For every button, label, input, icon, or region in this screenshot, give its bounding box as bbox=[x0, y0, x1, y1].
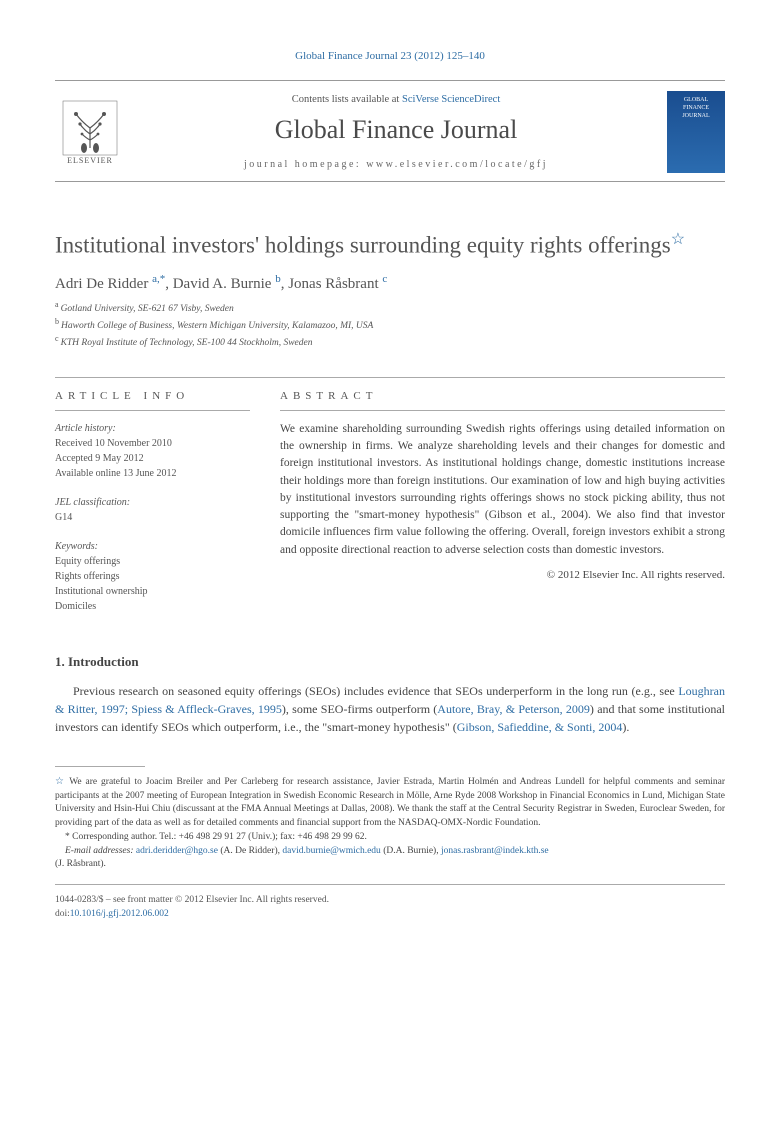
citation-link-3[interactable]: Gibson, Safieddine, & Sonti, 2004 bbox=[457, 720, 623, 734]
doi-link[interactable]: 10.1016/j.gfj.2012.06.002 bbox=[70, 909, 169, 919]
publisher-name: ELSEVIER bbox=[67, 156, 113, 165]
received-date: Received 10 November 2010 bbox=[55, 436, 250, 451]
affiliation-a: aGotland University, SE-621 67 Visby, Sw… bbox=[55, 299, 725, 316]
article-title: Institutional investors' holdings surrou… bbox=[55, 230, 725, 261]
homepage-prefix: journal homepage: bbox=[244, 159, 366, 170]
footnote-separator bbox=[55, 766, 145, 767]
jel-block: JEL classification: G14 bbox=[55, 495, 250, 525]
contents-prefix: Contents lists available at bbox=[292, 94, 402, 105]
keyword-3: Institutional ownership bbox=[55, 584, 250, 599]
article-info-head: ARTICLE INFO bbox=[55, 378, 250, 411]
header-citation: Global Finance Journal 23 (2012) 125–140 bbox=[55, 50, 725, 62]
email-tail: (J. Råsbrant). bbox=[55, 858, 725, 872]
intro-heading: 1. Introduction bbox=[55, 654, 725, 670]
keywords-block: Keywords: Equity offerings Rights offeri… bbox=[55, 539, 250, 614]
article-history-block: Article history: Received 10 November 20… bbox=[55, 421, 250, 481]
aff-sup-a: a bbox=[55, 300, 59, 309]
acknowledgment-footnote: ☆ We are grateful to Joacim Breiler and … bbox=[55, 775, 725, 831]
doi-label: doi: bbox=[55, 909, 70, 919]
accepted-date: Accepted 9 May 2012 bbox=[55, 451, 250, 466]
elsevier-tree-icon bbox=[62, 100, 118, 156]
sciencedirect-link[interactable]: SciVerse ScienceDirect bbox=[402, 94, 500, 105]
author-1-aff: a, bbox=[152, 273, 160, 285]
jel-code: G14 bbox=[55, 510, 250, 525]
thumb-line2: FINANCE bbox=[683, 105, 709, 113]
abstract-column: ABSTRACT We examine shareholding surroun… bbox=[280, 378, 725, 628]
intro-paragraph: Previous research on seasoned equity off… bbox=[55, 682, 725, 736]
intro-seg-b: ), some SEO-firms outperform ( bbox=[282, 702, 437, 716]
abstract-copyright: © 2012 Elsevier Inc. All rights reserved… bbox=[280, 569, 725, 581]
keywords-label: Keywords: bbox=[55, 539, 250, 554]
intro-seg-a: Previous research on seasoned equity off… bbox=[73, 684, 678, 698]
author-1-name: Adri De Ridder bbox=[55, 276, 152, 292]
thumb-line3: JOURNAL bbox=[682, 113, 709, 121]
author-3-aff: c bbox=[382, 273, 387, 285]
doi-line: doi:10.1016/j.gfj.2012.06.002 bbox=[55, 907, 725, 921]
aff-text-a: Gotland University, SE-621 67 Visby, Swe… bbox=[61, 304, 234, 314]
intro-seg-d: ). bbox=[622, 720, 629, 734]
aff-sup-b: b bbox=[55, 317, 59, 326]
title-block: Institutional investors' holdings surrou… bbox=[55, 230, 725, 351]
corresponding-author-footnote: * Corresponding author. Tel.: +46 498 29… bbox=[55, 831, 725, 845]
author-2-name: , David A. Burnie bbox=[165, 276, 275, 292]
keyword-1: Equity offerings bbox=[55, 554, 250, 569]
acknowledgment-text: We are grateful to Joacim Breiler and Pe… bbox=[55, 777, 725, 828]
email-name-2: (D.A. Burnie), bbox=[381, 846, 441, 856]
journal-cover-thumb: GLOBAL FINANCE JOURNAL bbox=[667, 91, 725, 173]
aff-text-b: Haworth College of Business, Western Mic… bbox=[61, 321, 373, 331]
email-link-3[interactable]: jonas.rasbrant@indek.kth.se bbox=[441, 846, 549, 856]
corr-author-text: * Corresponding author. Tel.: +46 498 29… bbox=[65, 832, 367, 842]
history-label: Article history: bbox=[55, 421, 250, 436]
affiliations: aGotland University, SE-621 67 Visby, Sw… bbox=[55, 299, 725, 351]
affiliation-b: bHaworth College of Business, Western Mi… bbox=[55, 316, 725, 333]
thumb-line1: GLOBAL bbox=[684, 97, 708, 105]
email-name-1: (A. De Ridder), bbox=[218, 846, 282, 856]
issn-line: 1044-0283/$ – see front matter © 2012 El… bbox=[55, 893, 725, 907]
journal-homepage-line: journal homepage: www.elsevier.com/locat… bbox=[137, 159, 655, 170]
keyword-4: Domiciles bbox=[55, 599, 250, 614]
article-title-text: Institutional investors' holdings surrou… bbox=[55, 233, 671, 258]
email-label: E-mail addresses: bbox=[65, 846, 136, 856]
aff-sup-c: c bbox=[55, 334, 59, 343]
citation-link-2[interactable]: Autore, Bray, & Peterson, 2009 bbox=[437, 702, 590, 716]
article-info-column: ARTICLE INFO Article history: Received 1… bbox=[55, 378, 250, 628]
elsevier-logo: ELSEVIER bbox=[55, 91, 125, 173]
jel-label: JEL classification: bbox=[55, 495, 250, 510]
online-date: Available online 13 June 2012 bbox=[55, 466, 250, 481]
email-footnote: E-mail addresses: adri.deridder@hgo.se (… bbox=[55, 845, 725, 859]
info-abstract-row: ARTICLE INFO Article history: Received 1… bbox=[55, 377, 725, 628]
authors-line: Adri De Ridder a,*, David A. Burnie b, J… bbox=[55, 273, 725, 293]
journal-header-box: ELSEVIER Contents lists available at Sci… bbox=[55, 80, 725, 182]
abstract-text: We examine shareholding surrounding Swed… bbox=[280, 421, 725, 559]
page-container: Global Finance Journal 23 (2012) 125–140… bbox=[0, 0, 780, 962]
journal-title: Global Finance Journal bbox=[137, 115, 655, 145]
footer-bottom: 1044-0283/$ – see front matter © 2012 El… bbox=[55, 884, 725, 922]
email-link-1[interactable]: adri.deridder@hgo.se bbox=[136, 846, 218, 856]
aff-text-c: KTH Royal Institute of Technology, SE-10… bbox=[61, 339, 313, 349]
email-link-2[interactable]: david.burnie@wmich.edu bbox=[282, 846, 380, 856]
footnote-star-icon: ☆ bbox=[671, 231, 685, 248]
keyword-2: Rights offerings bbox=[55, 569, 250, 584]
contents-available-line: Contents lists available at SciVerse Sci… bbox=[137, 94, 655, 105]
star-symbol: ☆ bbox=[55, 776, 65, 787]
affiliation-c: cKTH Royal Institute of Technology, SE-1… bbox=[55, 333, 725, 350]
author-3-name: , Jonas Råsbrant bbox=[281, 276, 383, 292]
header-center: Contents lists available at SciVerse Sci… bbox=[137, 94, 655, 170]
homepage-url: www.elsevier.com/locate/gfj bbox=[366, 159, 548, 170]
abstract-head: ABSTRACT bbox=[280, 378, 725, 411]
